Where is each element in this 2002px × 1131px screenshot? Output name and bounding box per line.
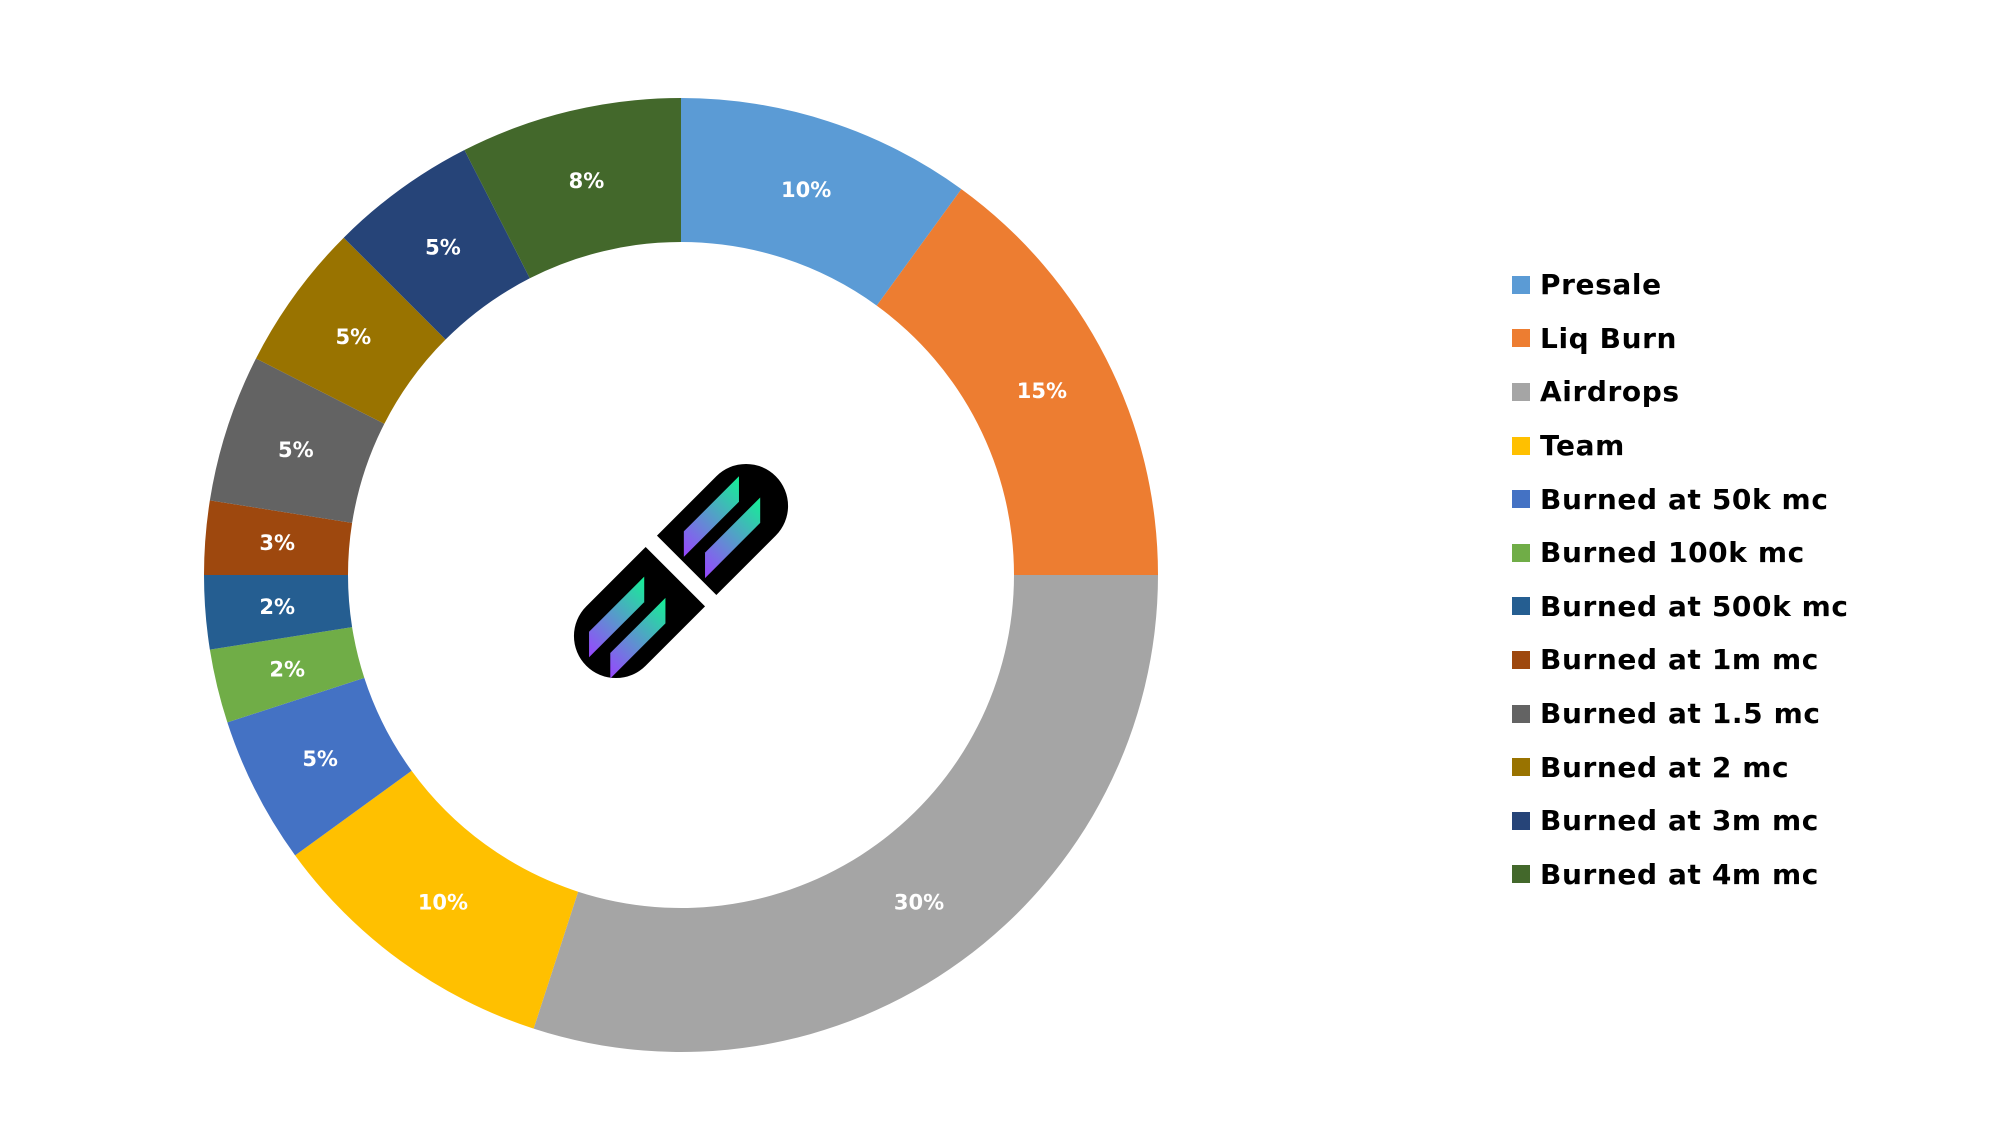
- slice-label-burned-at-500k-mc: 2%: [259, 595, 295, 619]
- legend-swatch: [1512, 382, 1530, 401]
- legend-swatch: [1512, 811, 1530, 830]
- slice-label-burned-100k-mc: 2%: [269, 658, 305, 682]
- legend-swatch: [1512, 865, 1530, 884]
- chart-legend: Presale Liq Burn Airdrops Team Burned at 50k…: [1512, 258, 1849, 901]
- legend-label: Burned at 3m mc: [1540, 804, 1820, 838]
- legend-item-burned-at-1-5-mc: Burned at 1.5 mc: [1512, 687, 1849, 741]
- legend-label: Airdrops: [1540, 375, 1680, 409]
- solana-logo-icon: [573, 463, 789, 679]
- slice-label-liq-burn: 15%: [1017, 379, 1067, 403]
- legend-label: Liq Burn: [1540, 321, 1678, 355]
- slice-burned-at-50k-mc: [227, 677, 412, 856]
- legend-swatch: [1512, 329, 1530, 348]
- legend-label: Burned 100k mc: [1540, 536, 1805, 570]
- legend-item-burned-at-3m-mc: Burned at 3m mc: [1512, 794, 1849, 848]
- legend-item-burned-100k-mc: Burned 100k mc: [1512, 526, 1849, 580]
- donut-slice-labels: 10% 15% 30% 10% 5% 2% 2% 3% 5% 5% 5% 8%: [259, 169, 1067, 914]
- legend-swatch: [1512, 543, 1530, 562]
- legend-swatch: [1512, 650, 1530, 669]
- slice-label-burned-at-1m-mc: 3%: [259, 531, 295, 555]
- slice-label-burned-at-3m-mc: 5%: [425, 235, 461, 259]
- legend-item-burned-at-500k-mc: Burned at 500k mc: [1512, 580, 1849, 634]
- logo-bar-1: [589, 576, 645, 658]
- slice-label-airdrops: 30%: [894, 891, 944, 915]
- legend-swatch: [1512, 704, 1530, 723]
- slice-burned-at-2-mc: [255, 237, 446, 424]
- legend-label: Team: [1540, 429, 1625, 463]
- donut-slices: [204, 98, 1158, 1052]
- slice-team: [295, 770, 579, 1029]
- slice-burned-at-4m-mc: [464, 98, 681, 279]
- logo-bar-2: [610, 597, 666, 679]
- slice-label-burned-at-4m-mc: 8%: [569, 169, 605, 193]
- slice-label-team: 10%: [418, 891, 468, 915]
- logo-pill-left: [573, 546, 706, 679]
- slice-label-burned-at-2-mc: 5%: [336, 325, 372, 349]
- slice-liq-burn: [876, 189, 1158, 576]
- legend-item-burned-at-50k-mc: Burned at 50k mc: [1512, 472, 1849, 526]
- legend-swatch: [1512, 436, 1530, 455]
- legend-label: Burned at 50k mc: [1540, 482, 1829, 516]
- slice-label-burned-at-1-5-mc: 5%: [278, 438, 314, 462]
- slice-airdrops: [533, 575, 1158, 1052]
- legend-label: Presale: [1540, 268, 1662, 302]
- legend-item-burned-at-2-mc: Burned at 2 mc: [1512, 740, 1849, 794]
- legend-swatch: [1512, 275, 1530, 294]
- slice-burned-at-3m-mc: [343, 149, 530, 340]
- legend-label: Burned at 4m mc: [1540, 857, 1820, 891]
- legend-item-team: Team: [1512, 419, 1849, 473]
- logo-pill-right: [656, 463, 789, 596]
- legend-item-burned-at-1m-mc: Burned at 1m mc: [1512, 633, 1849, 687]
- legend-swatch: [1512, 758, 1530, 777]
- legend-item-liq-burn: Liq Burn: [1512, 312, 1849, 366]
- legend-label: Burned at 1.5 mc: [1540, 697, 1821, 731]
- slice-burned-at-500k-mc: [204, 575, 353, 650]
- slice-burned-at-1-5-mc: [209, 358, 385, 523]
- legend-label: Burned at 1m mc: [1540, 643, 1820, 677]
- legend-label: Burned at 2 mc: [1540, 750, 1790, 784]
- slice-label-burned-at-50k-mc: 5%: [302, 747, 338, 771]
- slice-burned-100k-mc: [209, 627, 365, 723]
- legend-swatch: [1512, 490, 1530, 509]
- legend-label: Burned at 500k mc: [1540, 589, 1849, 623]
- slice-label-presale: 10%: [781, 178, 831, 202]
- legend-swatch: [1512, 597, 1530, 616]
- slice-presale: [681, 98, 962, 306]
- logo-bar-3: [683, 476, 739, 557]
- logo-bar-4: [705, 497, 761, 579]
- legend-item-burned-at-4m-mc: Burned at 4m mc: [1512, 848, 1849, 902]
- legend-item-airdrops: Airdrops: [1512, 365, 1849, 419]
- legend-item-presale: Presale: [1512, 258, 1849, 312]
- slice-burned-at-1m-mc: [204, 500, 353, 575]
